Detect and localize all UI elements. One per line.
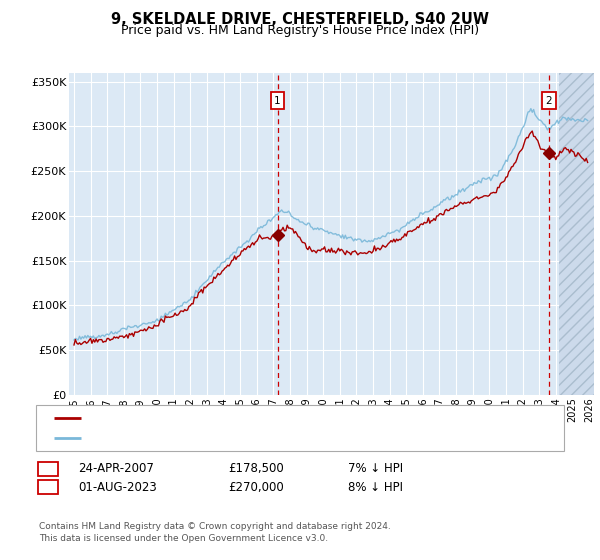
Text: 1: 1: [274, 96, 281, 105]
Bar: [559, 73, 598, 395]
Text: 1: 1: [44, 464, 51, 474]
Text: £270,000: £270,000: [228, 480, 284, 494]
Text: 7% ↓ HPI: 7% ↓ HPI: [348, 462, 403, 475]
Text: 24-APR-2007: 24-APR-2007: [78, 462, 154, 475]
Text: £178,500: £178,500: [228, 462, 284, 475]
Text: HPI: Average price, detached house, Chesterfield: HPI: Average price, detached house, Ches…: [88, 433, 344, 443]
Text: 01-AUG-2023: 01-AUG-2023: [78, 480, 157, 494]
Text: Contains HM Land Registry data © Crown copyright and database right 2024.
This d: Contains HM Land Registry data © Crown c…: [39, 522, 391, 543]
Text: Price paid vs. HM Land Registry's House Price Index (HPI): Price paid vs. HM Land Registry's House …: [121, 24, 479, 36]
Text: 8% ↓ HPI: 8% ↓ HPI: [348, 480, 403, 494]
Text: 2: 2: [545, 96, 552, 105]
Text: 9, SKELDALE DRIVE, CHESTERFIELD, S40 2UW: 9, SKELDALE DRIVE, CHESTERFIELD, S40 2UW: [111, 12, 489, 27]
Text: 9, SKELDALE DRIVE, CHESTERFIELD, S40 2UW (detached house): 9, SKELDALE DRIVE, CHESTERFIELD, S40 2UW…: [88, 413, 422, 423]
Text: 2: 2: [44, 482, 51, 492]
